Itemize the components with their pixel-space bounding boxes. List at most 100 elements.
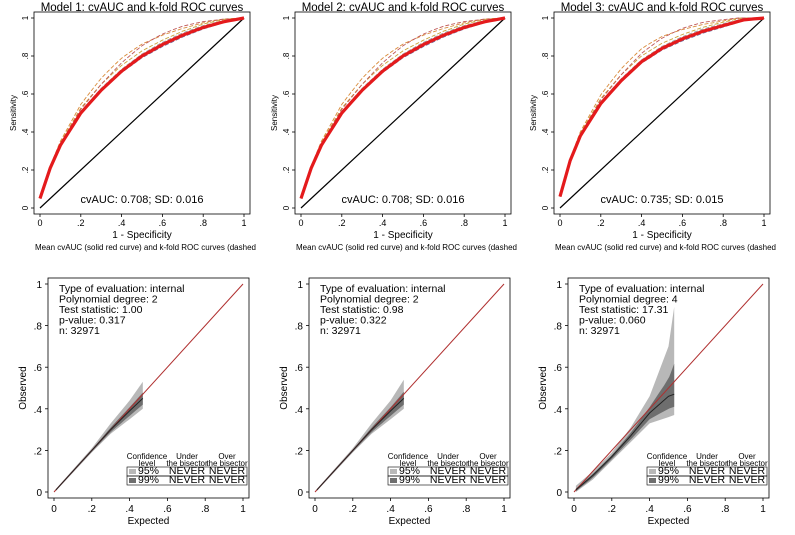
calibration-panel-3: 00 .2 .2 .4 .4 .6 .6 .8 .8 1 1 Observed Expected Type… [538, 277, 770, 527]
stat-line: n: 32971 [579, 325, 620, 337]
x-tick-label: 0 [571, 504, 577, 515]
legend-level: 99% [399, 474, 420, 486]
y-tick-label: .4 [34, 405, 43, 416]
x-tick-label: .6 [424, 504, 433, 515]
x-axis-label: 1 - Specificity [632, 230, 691, 241]
x-tick-label: .6 [420, 218, 428, 228]
legend-row-box [126, 475, 248, 486]
calibration-panel-2: 00 .2 .2 .4 .4 .6 .6 .8 .8 1 1 Observed Expected Type… [279, 277, 511, 527]
y-axis-label: Sensitivity [270, 95, 279, 131]
kfold-roc-curve [300, 17, 506, 199]
x-tick-label: .2 [88, 504, 97, 515]
x-tick-label: 0 [37, 218, 42, 228]
reference-diagonal [300, 17, 506, 209]
y-tick-label: 1 [21, 15, 30, 20]
legend-level: 95% [658, 465, 679, 477]
calibration-panel-1: 00 .2 .2 .4 .4 .6 .6 .8 .8 1 1 Observed Expected Type… [18, 277, 250, 527]
roc-title: Model 1: cvAUC and k-fold ROC curves [41, 2, 244, 14]
y-tick-label: .8 [295, 322, 304, 333]
stat-line: Polynomial degree: 4 [579, 294, 678, 306]
y-tick-label: .6 [295, 363, 304, 374]
y-axis-label: Sensitivity [529, 95, 538, 131]
stat-line: p-value: 0.317 [59, 315, 126, 327]
x-tick-label: .6 [679, 218, 687, 228]
x-tick-label: 1 [241, 218, 246, 228]
roc-panel-3: Model 3: cvAUC and k-fold ROC curves 0 0 .2… [529, 2, 776, 252]
kfold-roc-curve [559, 17, 764, 197]
x-tick-label: .2 [608, 504, 617, 515]
kfold-roc-curve [39, 17, 245, 199]
y-tick-label: .8 [541, 52, 550, 59]
stat-line: Type of evaluation: internal [59, 283, 185, 295]
legend-header: Over [479, 452, 497, 461]
plot-frame [33, 11, 251, 215]
x-axis-label: 1 - Specificity [112, 230, 171, 241]
x-tick-label: .2 [77, 218, 85, 228]
x-tick-label: .6 [159, 218, 167, 228]
y-tick-label: .4 [282, 128, 291, 135]
legend-over: NEVER [470, 474, 507, 486]
legend-row-box [387, 475, 509, 486]
legend-under: NEVER [689, 474, 726, 486]
legend-header: Over [218, 452, 236, 461]
cvauc-text: cvAUC: 0.735; SD: 0.015 [601, 194, 724, 206]
x-tick-label: 0 [557, 218, 562, 228]
y-tick-label: 0 [282, 205, 291, 210]
y-tick-label: 0 [541, 205, 550, 210]
y-tick-label: .6 [34, 363, 43, 374]
y-tick-label: .4 [541, 128, 550, 135]
y-tick-label: .2 [554, 446, 563, 457]
x-tick-label: 1 [761, 218, 766, 228]
y-tick-label: .6 [541, 90, 550, 97]
x-tick-label: .6 [163, 504, 172, 515]
cvauc-text: cvAUC: 0.708; SD: 0.016 [81, 194, 204, 206]
x-tick-label: 0 [51, 504, 57, 515]
y-tick-label: .8 [34, 322, 43, 333]
bisector-line [573, 283, 764, 493]
stat-line: Polynomial degree: 2 [320, 294, 419, 306]
plot-frame [308, 277, 511, 499]
y-tick-label: 0 [21, 205, 30, 210]
legend-header: Under [696, 452, 718, 461]
legend-header: Confidence [388, 452, 429, 461]
y-tick-label: .4 [554, 405, 563, 416]
plot-frame [294, 11, 512, 215]
legend-swatch [129, 478, 136, 483]
y-axis-label: Observed [538, 366, 549, 409]
kfold-roc-curve [39, 17, 245, 199]
kfold-roc-curve [300, 17, 506, 199]
y-tick-label: 0 [556, 488, 562, 499]
x-tick-label: .2 [338, 218, 346, 228]
calibration-curve [55, 398, 144, 491]
stat-line: Test statistic: 1.00 [59, 304, 143, 316]
legend-under: NEVER [689, 465, 726, 477]
kfold-roc-curve [39, 17, 245, 199]
y-tick-label: .4 [21, 128, 30, 135]
confidence-band-95 [316, 379, 404, 491]
x-tick-label: .2 [597, 218, 605, 228]
legend-swatch [129, 469, 136, 474]
legend-swatch [390, 478, 397, 483]
legend-header: the bisector [427, 459, 469, 468]
y-tick-label: .2 [541, 166, 550, 173]
legend-under: NEVER [169, 474, 206, 486]
legend-header: Over [738, 452, 756, 461]
x-tick-label: 0 [298, 218, 303, 228]
legend-under: NEVER [430, 465, 467, 477]
y-tick-label: 1 [541, 15, 550, 20]
x-tick-label: .4 [118, 218, 126, 228]
cvauc-text: cvAUC: 0.708; SD: 0.016 [342, 194, 465, 206]
x-tick-label: .8 [721, 504, 730, 515]
legend-over: NEVER [729, 465, 766, 477]
x-tick-label: .4 [638, 218, 646, 228]
legend-level: 95% [138, 465, 159, 477]
kfold-roc-curve [300, 17, 506, 199]
roc-caption: Mean cvAUC (solid red curve) and k-fold … [296, 243, 517, 252]
stat-line: n: 32971 [320, 325, 361, 337]
legend-over: NEVER [209, 465, 246, 477]
y-tick-label: .6 [554, 363, 563, 374]
kfold-roc-curve [300, 17, 506, 199]
x-tick-label: 1 [760, 504, 766, 515]
plot-frame [553, 11, 771, 215]
y-tick-label: .4 [295, 405, 304, 416]
